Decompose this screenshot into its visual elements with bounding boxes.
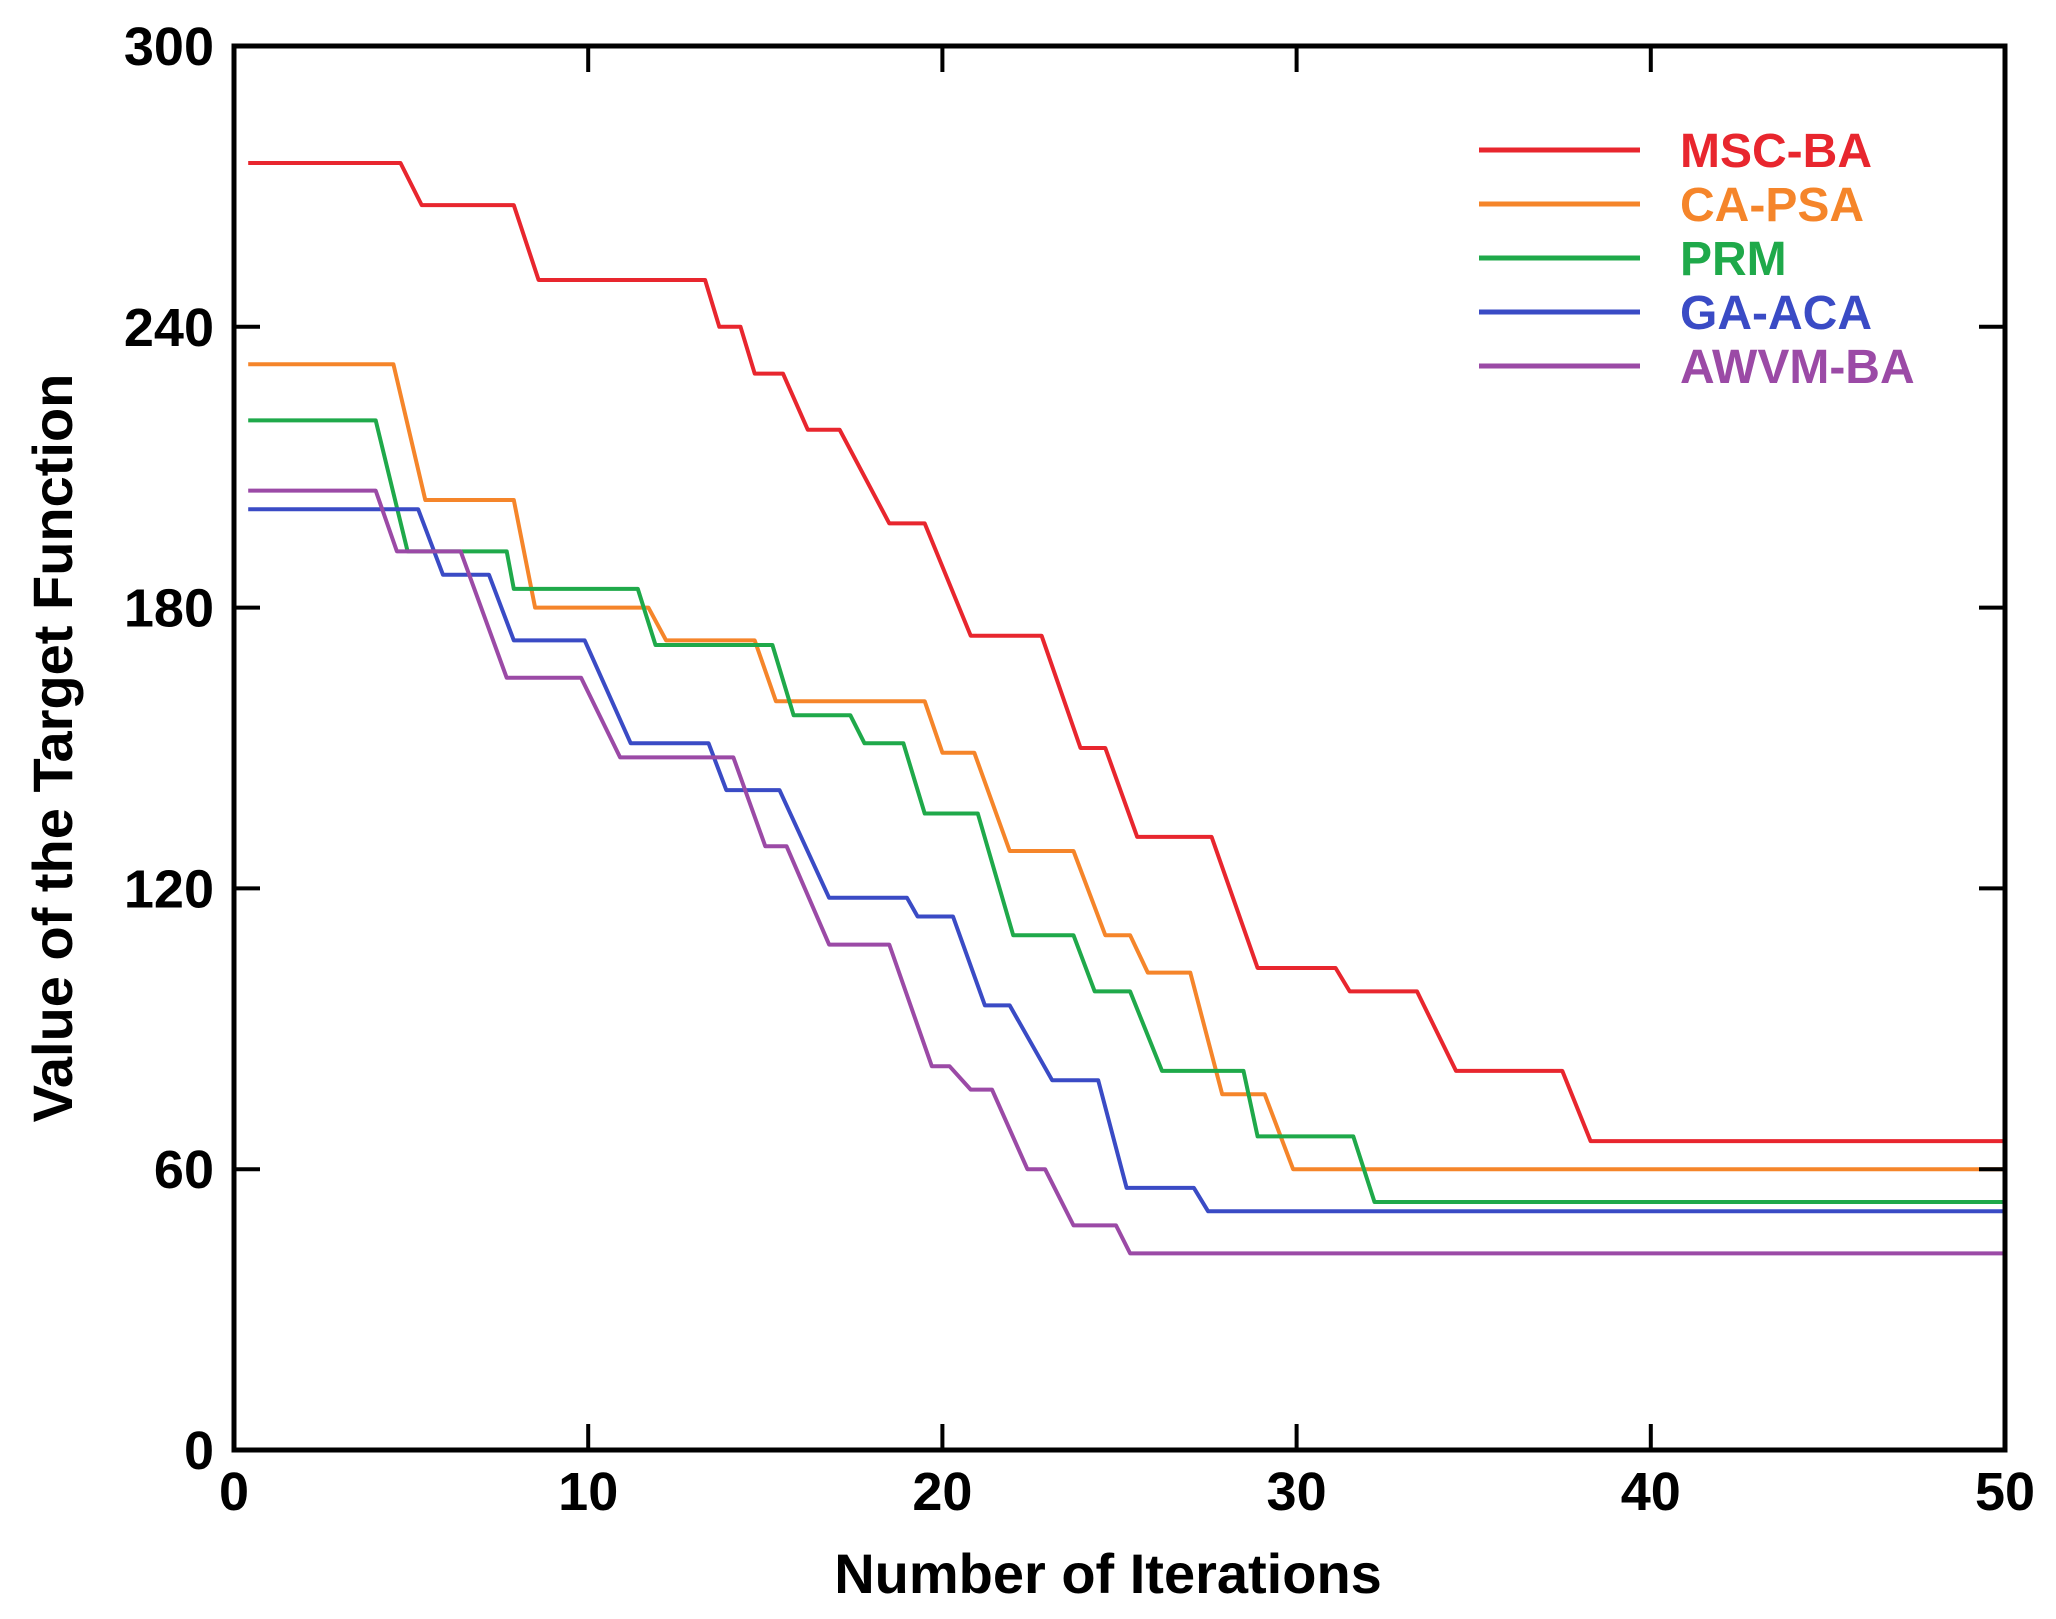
x-axis-title: Number of Iterations — [834, 1542, 1382, 1605]
x-tick-label: 40 — [1621, 1462, 1681, 1522]
x-tick-label: 10 — [558, 1462, 618, 1522]
y-tick-label: 60 — [154, 1140, 214, 1200]
plot-frame — [231, 43, 2008, 1453]
legend-label: PRM — [1680, 233, 1787, 286]
x-tick-label: 30 — [1267, 1462, 1327, 1522]
legend-label: AWVM-BA — [1680, 341, 1915, 394]
y-tick-label: 240 — [124, 298, 214, 358]
legend-label: MSC-BA — [1680, 125, 1872, 178]
y-tick-label: 120 — [124, 859, 214, 919]
y-axis-title: Value of the Target Function — [21, 374, 84, 1123]
series-line-ga-aca — [248, 507, 2005, 1214]
series-line-prm — [248, 418, 2005, 1204]
series-layer — [248, 161, 2005, 1256]
y-tick-label: 0 — [184, 1421, 214, 1481]
x-tick-label: 20 — [912, 1462, 972, 1522]
legend-label: GA-ACA — [1680, 287, 1872, 340]
legend-label: CA-PSA — [1680, 179, 1864, 232]
x-tick-label: 50 — [1975, 1462, 2035, 1522]
x-tick-label: 0 — [219, 1462, 249, 1522]
y-tick-label: 300 — [124, 17, 214, 77]
series-line-ca-psa — [248, 362, 2005, 1172]
series-line-msc-ba — [248, 161, 2005, 1144]
y-tick-label: 180 — [124, 579, 214, 639]
axis-layer: 0 10 20 30 40 50 0 60 120 180 240 300 — [124, 17, 2035, 1522]
series-line-awvm-ba — [248, 488, 2005, 1256]
